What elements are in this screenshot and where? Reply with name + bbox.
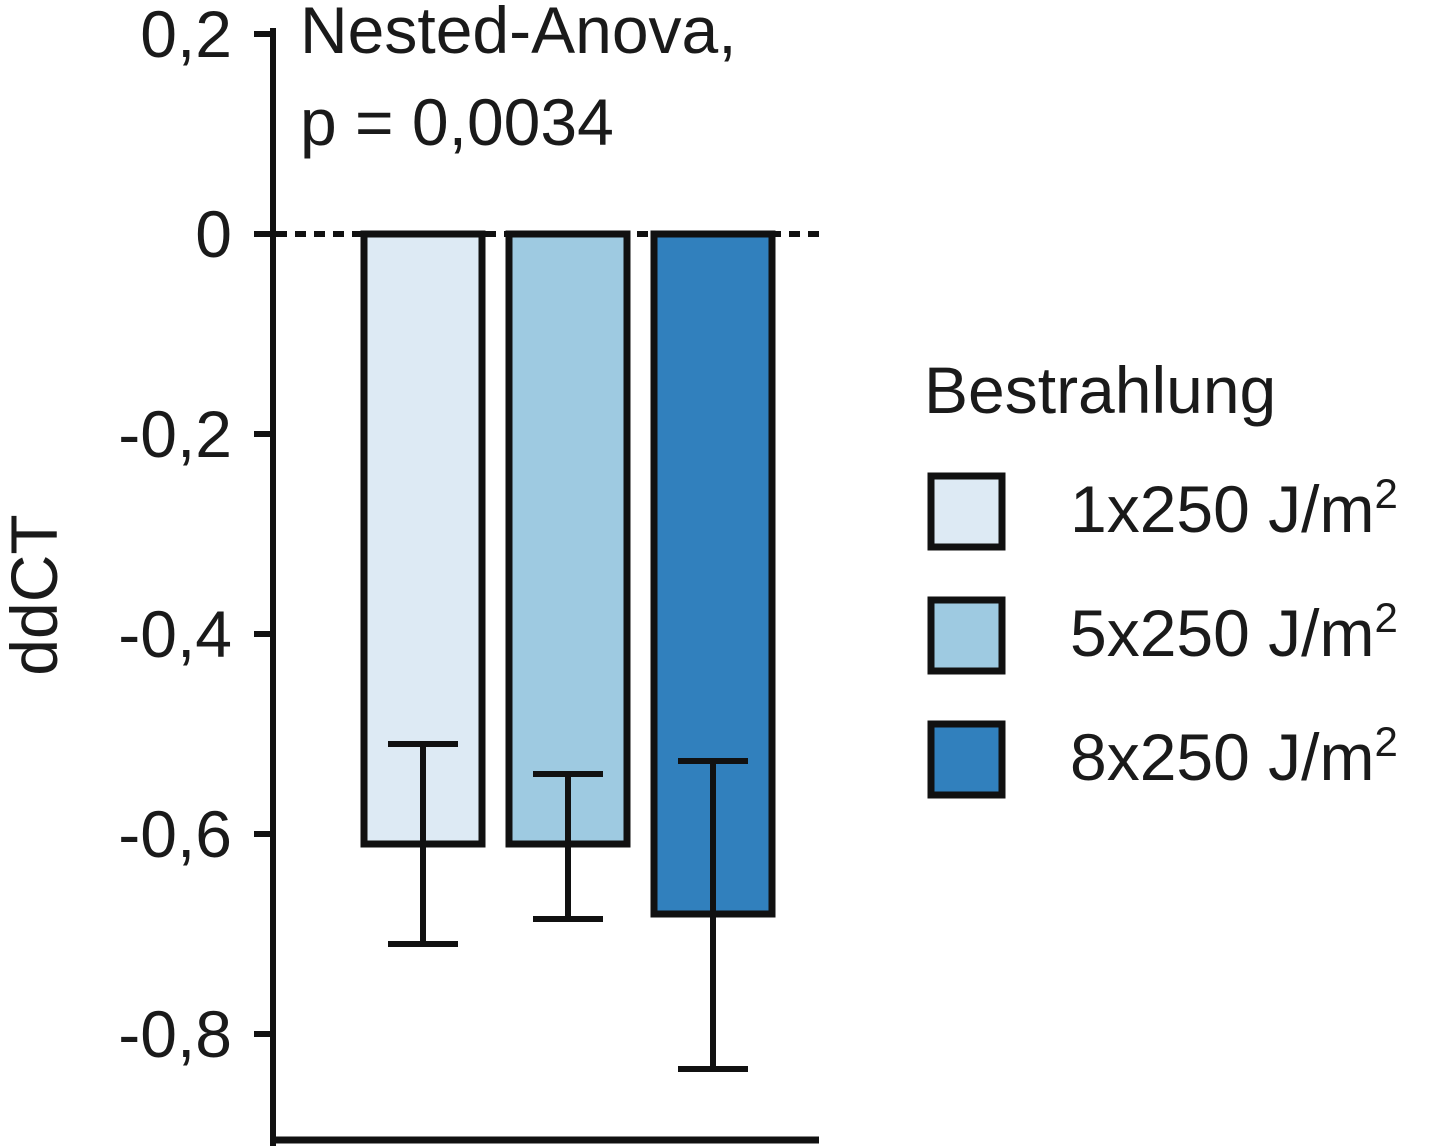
y-axis-label: ddCT (0, 514, 71, 675)
bar (505, 230, 631, 848)
annotation-line-2: p = 0,0034 (300, 85, 614, 159)
legend-swatch (927, 596, 1006, 675)
legend-swatch (927, 720, 1006, 799)
legend-label: 8x250 J/m2 (1070, 718, 1398, 794)
annotation-line-1: Nested-Anova, (300, 0, 737, 67)
legend-label: 5x250 J/m2 (1070, 594, 1398, 670)
legend-label-text: 1x250 J/m (1070, 472, 1374, 546)
y-tick-label: -0,6 (118, 797, 232, 871)
y-tick-label: -0,2 (118, 397, 232, 471)
legend-label-superscript: 2 (1374, 718, 1397, 765)
y-tick-label: -0,4 (118, 597, 232, 671)
legend-label: 1x250 J/m2 (1070, 470, 1398, 546)
error-bars (388, 741, 748, 1072)
y-tick-label: 0,2 (140, 0, 232, 71)
legend-title: Bestrahlung (924, 353, 1276, 427)
y-tick-label: 0 (195, 197, 232, 271)
legend-label-superscript: 2 (1374, 470, 1397, 517)
y-tick-label: -0,8 (118, 997, 232, 1071)
bars (360, 230, 776, 918)
legend-label-superscript: 2 (1374, 594, 1397, 641)
legend-swatch (927, 472, 1006, 551)
legend-label-text: 5x250 J/m (1070, 596, 1374, 670)
y-axis: 0,2 0 -0,2 -0,4 -0,6 -0,8 (118, 0, 276, 1146)
legend-label-text: 8x250 J/m (1070, 720, 1374, 794)
